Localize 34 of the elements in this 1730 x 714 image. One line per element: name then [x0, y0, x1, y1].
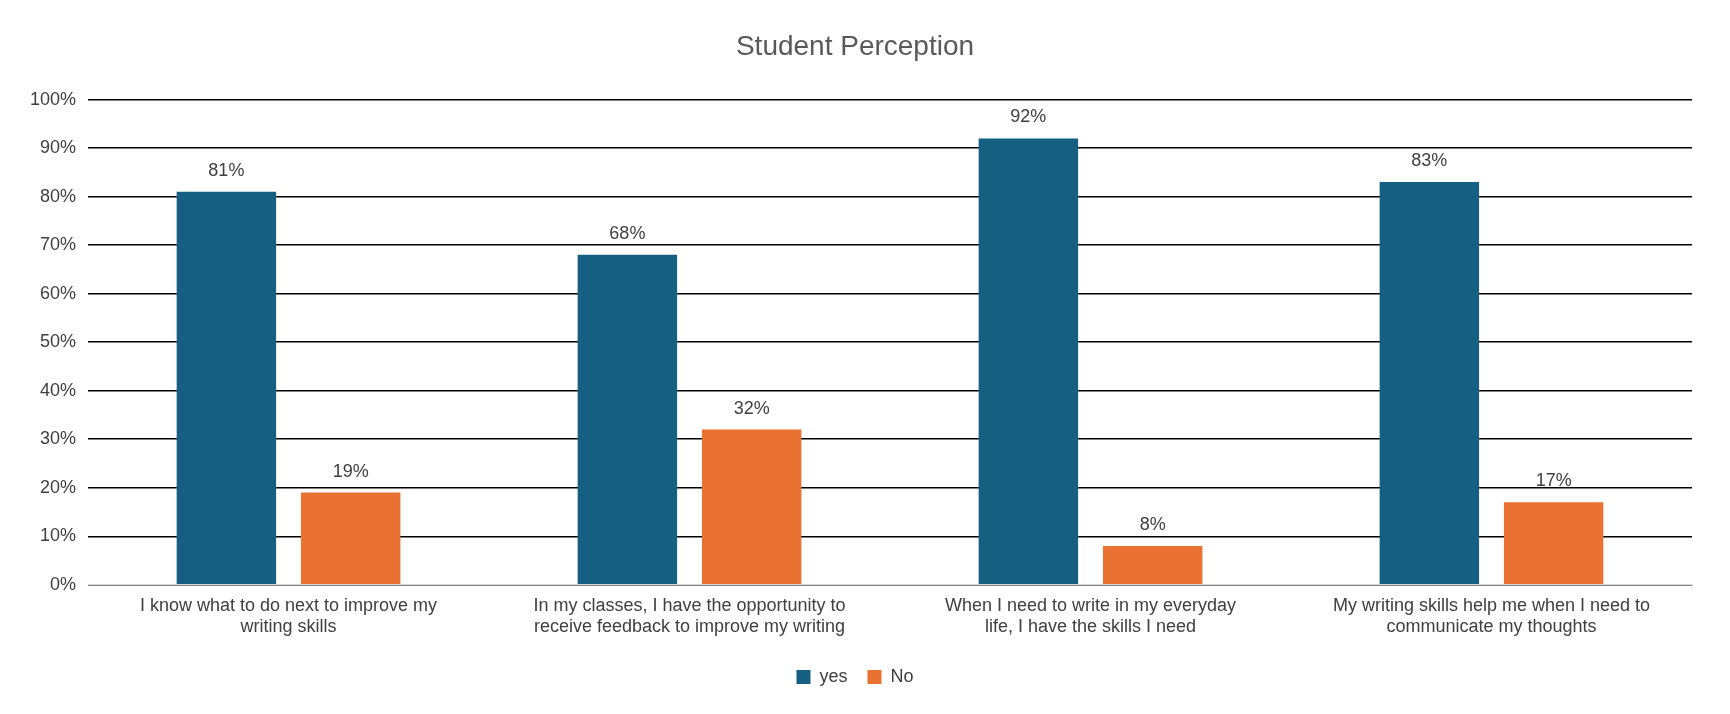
data-label: 81% [208, 159, 245, 180]
y-tick-label: 20% [40, 476, 77, 497]
x-tick-label: In my classes, I have the opportunity to receive feedback to improve my writing [533, 594, 846, 637]
y-tick-label: 30% [40, 428, 77, 449]
x-tick-label: When I need to write in my everyday life, I have the skills I need [944, 594, 1237, 637]
bar [300, 492, 401, 585]
y-tick-label: 100% [29, 88, 77, 109]
bar [176, 191, 277, 585]
y-tick-label: 40% [40, 379, 77, 400]
data-label: 68% [609, 222, 646, 243]
bar [1379, 182, 1480, 585]
bar [978, 138, 1079, 585]
x-tick-label: My writing skills help me when I need to communicate my thoughts [1332, 594, 1651, 637]
chart-title: Student Perception [735, 29, 975, 61]
y-tick-label: 60% [40, 282, 77, 303]
y-tick-label: 50% [40, 331, 77, 352]
data-label: 32% [733, 397, 770, 418]
bar [1503, 502, 1604, 585]
y-tick-label: 70% [40, 234, 77, 255]
data-label: 8% [1139, 513, 1166, 534]
y-tick-label: 80% [40, 185, 77, 206]
y-tick-label: 90% [40, 137, 77, 158]
y-tick-label: 0% [50, 573, 77, 594]
legend-label: yes [819, 665, 848, 686]
bar [1102, 545, 1203, 585]
bar [577, 254, 678, 585]
data-label: 92% [1010, 106, 1047, 127]
bar [701, 429, 802, 585]
x-tick-label: I know what to do next to improve my writing skills [139, 594, 438, 637]
data-label: 83% [1411, 150, 1448, 171]
y-tick-label: 10% [40, 525, 77, 546]
data-label: 17% [1535, 470, 1572, 491]
legend-label: No [890, 665, 914, 686]
data-label: 19% [332, 460, 369, 481]
